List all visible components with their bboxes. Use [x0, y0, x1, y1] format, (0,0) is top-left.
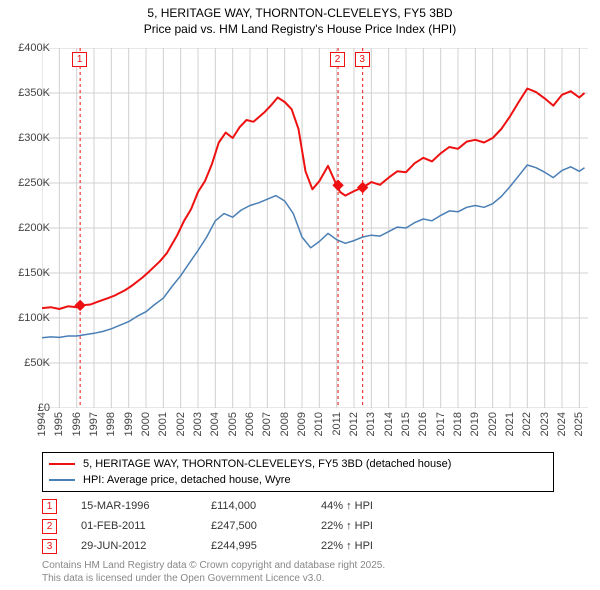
sale-date-2: 01-FEB-2011	[81, 520, 211, 532]
sale-marker-3: 3	[42, 539, 57, 554]
sale-row-3: 3 29-JUN-2012 £244,995 22% ↑ HPI	[42, 536, 431, 556]
x-tick-label: 2023	[539, 412, 551, 436]
sale-price-2: £247,500	[211, 520, 321, 532]
sale-date-1: 15-MAR-1996	[81, 500, 211, 512]
x-tick-label: 1995	[53, 412, 65, 436]
sale-marker-1: 1	[42, 499, 57, 514]
legend-box: 5, HERITAGE WAY, THORNTON-CLEVELEYS, FY5…	[42, 452, 554, 492]
y-tick-label: £250K	[18, 177, 50, 189]
x-tick-label: 2014	[383, 412, 395, 436]
x-tick-label: 2021	[504, 412, 516, 436]
legend-item-2: HPI: Average price, detached house, Wyre	[49, 472, 547, 488]
sale-marker-2: 2	[42, 519, 57, 534]
legend-label-2: HPI: Average price, detached house, Wyre	[83, 474, 291, 486]
y-tick-label: £350K	[18, 87, 50, 99]
x-tick-label: 2016	[417, 412, 429, 436]
x-tick-label: 2024	[556, 412, 568, 436]
legend-swatch-1	[49, 463, 75, 465]
chart-title-line2: Price paid vs. HM Land Registry's House …	[0, 22, 600, 38]
x-tick-label: 2009	[296, 412, 308, 436]
sale-pct-2: 22% ↑ HPI	[321, 520, 431, 532]
sale-date-3: 29-JUN-2012	[81, 540, 211, 552]
y-tick-label: £300K	[18, 132, 50, 144]
legend-item-1: 5, HERITAGE WAY, THORNTON-CLEVELEYS, FY5…	[49, 456, 547, 472]
chart-marker-1: 1	[72, 52, 87, 67]
x-tick-label: 2000	[140, 412, 152, 436]
x-tick-label: 2015	[400, 412, 412, 436]
x-tick-label: 2022	[521, 412, 533, 436]
x-tick-label: 1997	[88, 412, 100, 436]
x-tick-label: 1998	[105, 412, 117, 436]
x-tick-label: 2002	[175, 412, 187, 436]
x-tick-label: 2013	[365, 412, 377, 436]
chart-plot-area	[42, 48, 588, 408]
x-tick-label: 1996	[71, 412, 83, 436]
sale-price-3: £244,995	[211, 540, 321, 552]
legend-swatch-2	[49, 479, 75, 481]
sale-pct-3: 22% ↑ HPI	[321, 540, 431, 552]
x-tick-label: 2008	[279, 412, 291, 436]
x-tick-label: 2004	[209, 412, 221, 436]
x-tick-label: 2006	[244, 412, 256, 436]
attribution-text: Contains HM Land Registry data © Crown c…	[42, 560, 385, 585]
sale-pct-1: 44% ↑ HPI	[321, 500, 431, 512]
attribution-line2: This data is licensed under the Open Gov…	[42, 573, 385, 586]
x-tick-label: 2012	[348, 412, 360, 436]
x-tick-label: 2007	[261, 412, 273, 436]
x-tick-label: 2003	[192, 412, 204, 436]
x-tick-label: 2017	[435, 412, 447, 436]
x-tick-label: 2005	[227, 412, 239, 436]
chart-marker-2: 2	[330, 52, 345, 67]
x-tick-label: 2020	[487, 412, 499, 436]
legend-label-1: 5, HERITAGE WAY, THORNTON-CLEVELEYS, FY5…	[83, 458, 451, 470]
chart-title-line1: 5, HERITAGE WAY, THORNTON-CLEVELEYS, FY5…	[0, 0, 600, 22]
attribution-line1: Contains HM Land Registry data © Crown c…	[42, 560, 385, 573]
x-tick-label: 1994	[36, 412, 48, 436]
sale-row-1: 1 15-MAR-1996 £114,000 44% ↑ HPI	[42, 496, 431, 516]
y-tick-label: £400K	[18, 42, 50, 54]
x-tick-label: 2001	[157, 412, 169, 436]
y-tick-label: £200K	[18, 222, 50, 234]
x-tick-label: 2011	[331, 412, 343, 436]
chart-svg	[42, 48, 588, 408]
chart-container: { "title_line1": "5, HERITAGE WAY, THORN…	[0, 0, 600, 590]
x-tick-label: 1999	[123, 412, 135, 436]
y-tick-label: £100K	[18, 312, 50, 324]
x-tick-label: 2019	[469, 412, 481, 436]
sales-table: 1 15-MAR-1996 £114,000 44% ↑ HPI 2 01-FE…	[42, 496, 431, 556]
sale-row-2: 2 01-FEB-2011 £247,500 22% ↑ HPI	[42, 516, 431, 536]
x-tick-label: 2018	[452, 412, 464, 436]
x-tick-label: 2025	[573, 412, 585, 436]
y-tick-label: £50K	[24, 357, 50, 369]
chart-marker-3: 3	[355, 52, 370, 67]
y-tick-label: £150K	[18, 267, 50, 279]
x-tick-label: 2010	[313, 412, 325, 436]
sale-price-1: £114,000	[211, 500, 321, 512]
